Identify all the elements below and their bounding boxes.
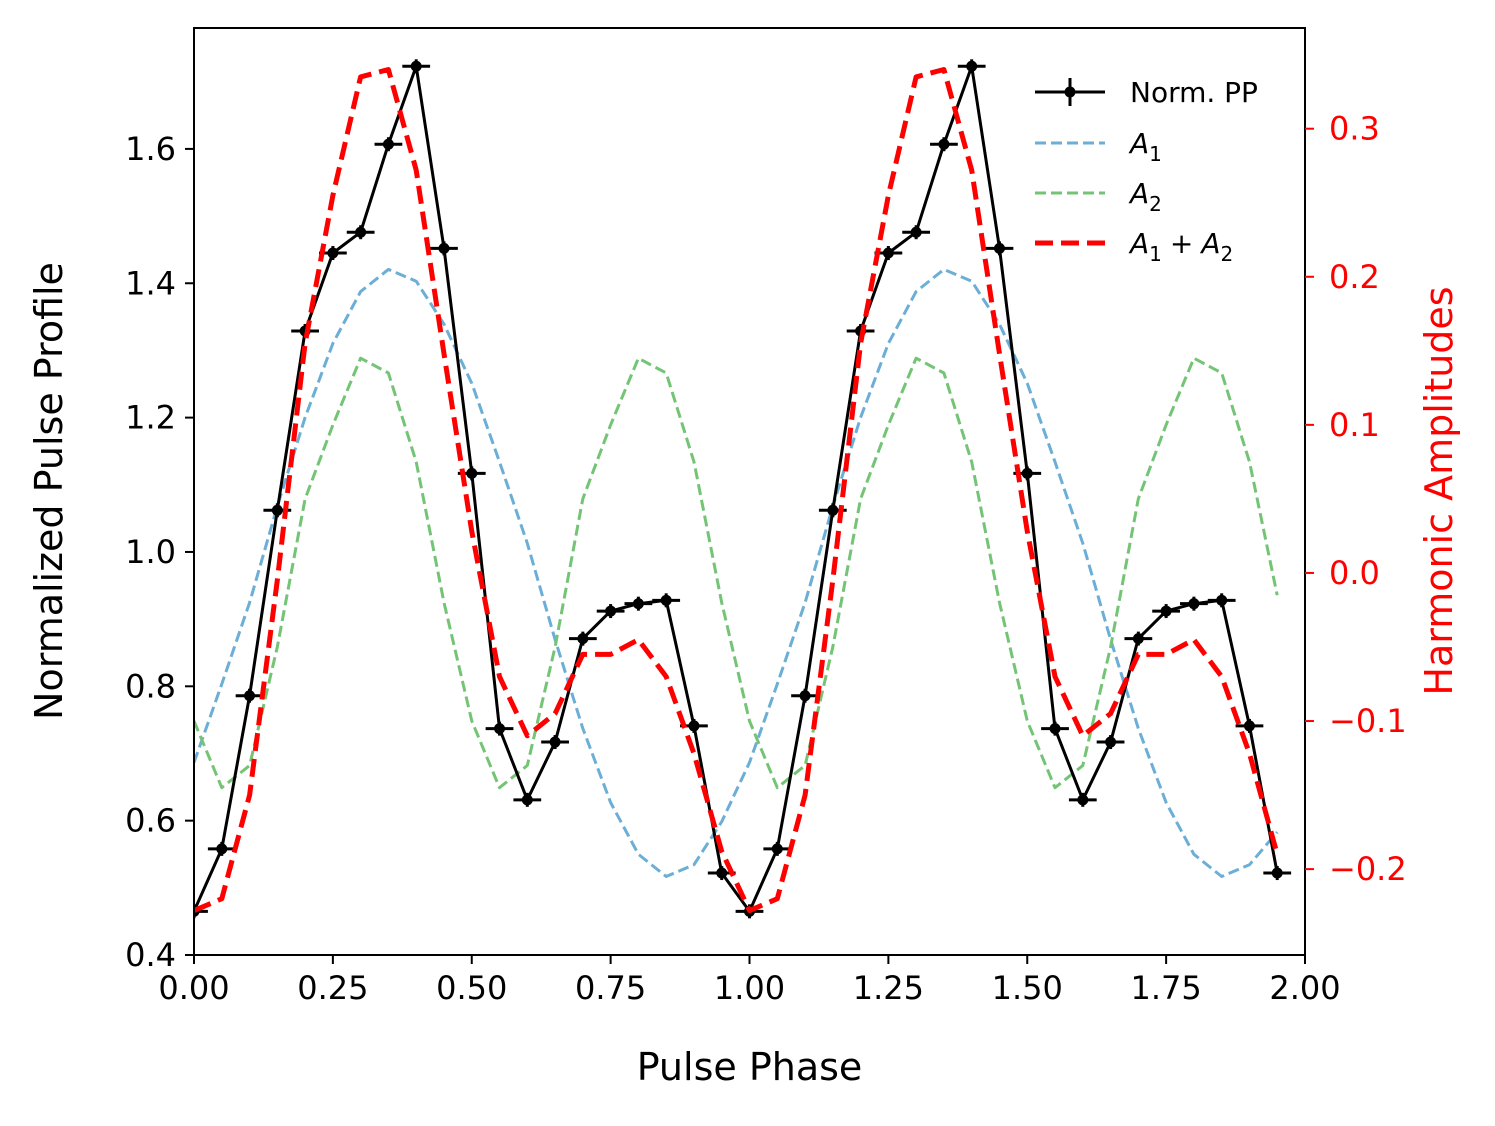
norm-pp-point bbox=[827, 504, 839, 516]
x-tick-label: 1.75 bbox=[1131, 969, 1202, 1007]
series-a1-line bbox=[194, 267, 1279, 878]
norm-pp-point bbox=[1021, 467, 1033, 479]
x-tick-label: 1.50 bbox=[992, 969, 1063, 1007]
norm-pp-point bbox=[271, 504, 283, 516]
x-axis-title: Pulse Phase bbox=[637, 1045, 863, 1089]
plot-frame bbox=[193, 27, 1306, 956]
y-left-axis-title: Normalized Pulse Profile bbox=[27, 262, 71, 720]
norm-pp-point bbox=[244, 690, 256, 702]
legend: Norm. PP A1 A2 A1 + A2 bbox=[1035, 76, 1258, 266]
y-left-tick-label: 0.6 bbox=[125, 802, 176, 840]
series-norm-pp-line bbox=[194, 64, 1279, 913]
y-right-tick-label: 0.0 bbox=[1329, 554, 1380, 592]
y-left-tick-label: 1.2 bbox=[125, 399, 176, 437]
x-tick-label: 1.25 bbox=[853, 969, 924, 1007]
legend-label-sum-main: A bbox=[1128, 227, 1149, 260]
x-tick-label: 1.00 bbox=[714, 969, 785, 1007]
norm-pp-point bbox=[1216, 594, 1228, 606]
norm-pp-point bbox=[910, 226, 922, 238]
norm-pp-point bbox=[1160, 605, 1172, 617]
y-right-tick-label: −0.1 bbox=[1329, 702, 1407, 740]
x-tick-label: 0.25 bbox=[297, 969, 368, 1007]
norm-pp-point bbox=[605, 605, 617, 617]
legend-label-a2-sub: 2 bbox=[1149, 192, 1162, 216]
y-left-tick-label: 0.4 bbox=[125, 936, 176, 974]
legend-label-a2-main: A bbox=[1128, 177, 1149, 210]
series-a1-plus-a2-line bbox=[194, 67, 1280, 914]
norm-pp-point bbox=[799, 690, 811, 702]
legend-label-a2: A2 bbox=[1128, 177, 1162, 216]
legend-item-a1: A1 bbox=[1035, 127, 1162, 166]
norm-pp-point bbox=[216, 843, 228, 855]
y-left-tick-label: 0.8 bbox=[125, 667, 176, 705]
x-tick-label: 2.00 bbox=[1269, 969, 1340, 1007]
norm-pp-point bbox=[688, 720, 700, 732]
plot-area bbox=[194, 59, 1292, 919]
legend-marker-norm-pp bbox=[1064, 86, 1076, 98]
norm-pp-point bbox=[355, 226, 367, 238]
axes: 0.00 0.25 0.50 0.75 1.00 1.25 1.50 1.75 2.00 0.4 0… bbox=[125, 110, 1407, 1007]
norm-pp-point bbox=[1049, 723, 1061, 735]
y-right-tick-label: 0.2 bbox=[1329, 258, 1380, 296]
legend-label-a1-sub: 1 bbox=[1149, 142, 1162, 166]
legend-label-a1: A1 bbox=[1128, 127, 1162, 166]
norm-pp-point bbox=[993, 242, 1005, 254]
norm-pp-point bbox=[410, 60, 422, 72]
y-left-tick-label: 1.4 bbox=[125, 264, 176, 302]
x-tick-label: 0.75 bbox=[575, 969, 646, 1007]
norm-pp-point bbox=[1077, 794, 1089, 806]
legend-label-sum-plus: + bbox=[1170, 227, 1193, 260]
norm-pp-point bbox=[1271, 867, 1283, 879]
norm-pp-point bbox=[327, 247, 339, 259]
norm-pp-point bbox=[466, 467, 478, 479]
y-left-tick-label: 1.6 bbox=[125, 130, 176, 168]
series-a2-line bbox=[194, 356, 1279, 790]
norm-pp-point bbox=[549, 736, 561, 748]
legend-label-sum-sub: 1 bbox=[1149, 242, 1162, 266]
norm-pp-point bbox=[716, 867, 728, 879]
legend-label-a1-main: A bbox=[1128, 127, 1149, 160]
norm-pp-point bbox=[382, 138, 394, 150]
legend-item-a1-plus-a2: A1 + A2 bbox=[1035, 227, 1233, 266]
norm-pp-point bbox=[632, 598, 644, 610]
norm-pp-point bbox=[1243, 720, 1255, 732]
y-right-tick-label: −0.2 bbox=[1329, 850, 1407, 888]
norm-pp-point bbox=[966, 60, 978, 72]
norm-pp-point bbox=[521, 794, 533, 806]
norm-pp-point bbox=[577, 633, 589, 645]
norm-pp-point bbox=[494, 723, 506, 735]
norm-pp-point bbox=[660, 594, 672, 606]
norm-pp-point bbox=[771, 843, 783, 855]
norm-pp-point bbox=[438, 242, 450, 254]
y-left-tick-label: 1.0 bbox=[125, 533, 176, 571]
y-right-tick-label: 0.1 bbox=[1329, 406, 1380, 444]
legend-label-norm-pp: Norm. PP bbox=[1130, 76, 1258, 109]
norm-pp-point bbox=[882, 247, 894, 259]
y-right-tick-label: 0.3 bbox=[1329, 110, 1380, 148]
legend-item-norm-pp: Norm. PP bbox=[1035, 76, 1258, 109]
norm-pp-point bbox=[938, 138, 950, 150]
norm-pp-point bbox=[1105, 736, 1117, 748]
x-tick-label: 0.00 bbox=[158, 969, 229, 1007]
norm-pp-point bbox=[1132, 633, 1144, 645]
legend-label-sum-main2: A bbox=[1199, 227, 1220, 260]
x-tick-label: 0.50 bbox=[436, 969, 507, 1007]
legend-item-a2: A2 bbox=[1035, 177, 1162, 216]
legend-label-a1-plus-a2: A1 + A2 bbox=[1128, 227, 1233, 266]
norm-pp-point bbox=[1188, 598, 1200, 610]
legend-label-sum-sub2: 2 bbox=[1221, 242, 1234, 266]
y-right-axis-title: Harmonic Amplitudes bbox=[1417, 286, 1461, 695]
